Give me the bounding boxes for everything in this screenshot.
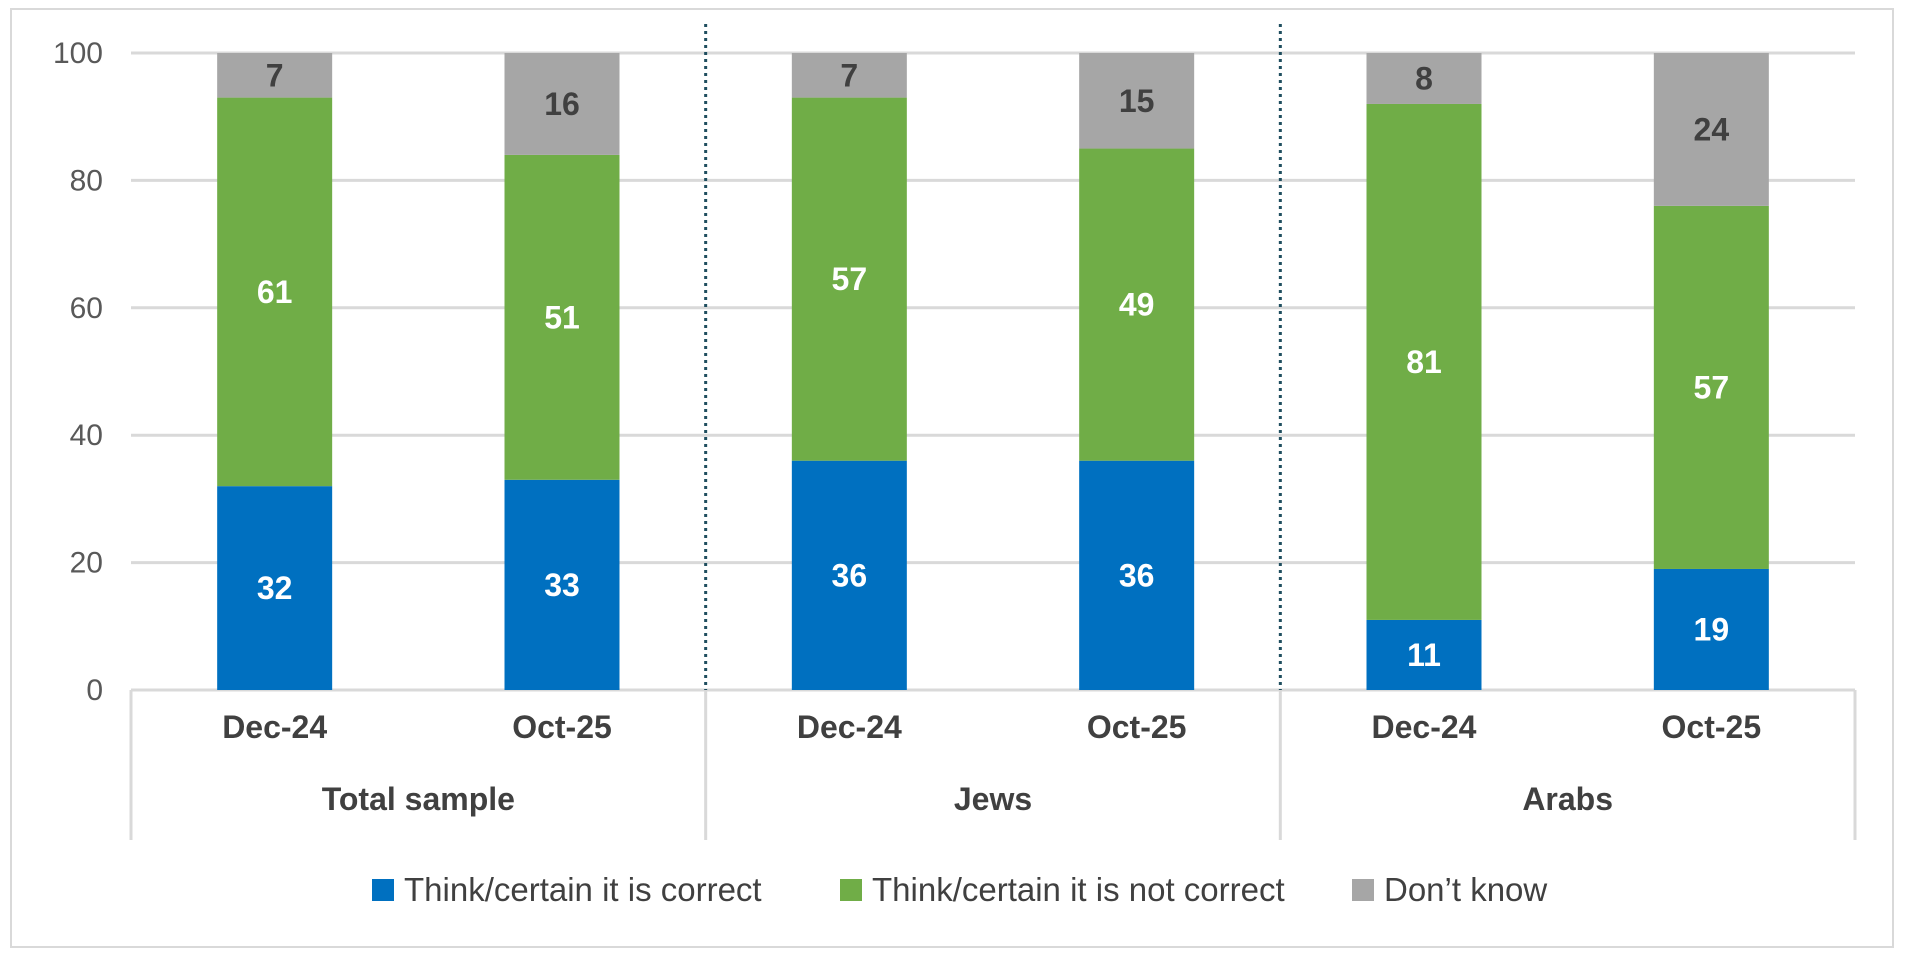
bar-segment (1366, 53, 1482, 104)
bar-segment (1653, 53, 1769, 206)
group-label: Jews (954, 781, 1032, 817)
bar-segment (504, 479, 620, 690)
bar-segment (791, 97, 907, 461)
data-label: 19 (1694, 611, 1730, 647)
chart-frame: 0 20 40 60 80 100 32 61 7 Dec-24 33 51 16 Oct-25 36 57 7… (10, 8, 1894, 948)
bar-segment (504, 53, 620, 155)
category-label: Dec-24 (1372, 709, 1477, 745)
bar-segment (791, 53, 907, 98)
stacked-bar-chart: 0 20 40 60 80 100 32 61 7 Dec-24 33 51 16 Oct-25 36 57 7… (53, 24, 1857, 908)
y-tick-label: 60 (70, 292, 103, 325)
legend-swatch (372, 879, 394, 901)
data-label: 11 (1407, 637, 1441, 673)
legend-label: Think/certain it is not correct (872, 871, 1285, 908)
data-label: 7 (840, 57, 858, 93)
y-tick-label: 80 (70, 164, 103, 197)
bar-segment (1653, 205, 1769, 569)
data-label: 32 (257, 570, 293, 606)
data-label: 36 (832, 557, 868, 593)
data-label: 15 (1119, 83, 1155, 119)
bar-segment (1079, 53, 1195, 149)
bar-segment (1366, 619, 1482, 690)
data-label: 51 (544, 299, 580, 335)
category-label: Oct-25 (1087, 709, 1187, 745)
data-label: 81 (1406, 344, 1442, 380)
y-tick-label: 100 (53, 37, 103, 70)
category-label: Oct-25 (512, 709, 612, 745)
bar-segment (504, 154, 620, 480)
y-tick-label: 0 (86, 674, 103, 707)
data-label: 49 (1119, 287, 1155, 323)
group-label: Arabs (1522, 781, 1613, 817)
category-label: Dec-24 (222, 709, 327, 745)
data-label: 7 (266, 57, 284, 93)
data-label: 57 (832, 261, 868, 297)
data-label: 16 (544, 86, 580, 122)
bar-segment (217, 97, 333, 487)
category-label: Oct-25 (1662, 709, 1762, 745)
data-label: 24 (1694, 111, 1730, 147)
y-tick-label: 20 (70, 547, 103, 580)
bar-segment (217, 53, 333, 98)
bar-segment (217, 486, 333, 690)
bar-segment (1079, 460, 1195, 690)
legend-label: Don’t know (1384, 871, 1547, 908)
legend-swatch (1352, 879, 1374, 901)
data-label: 57 (1694, 369, 1730, 405)
legend-swatch (840, 879, 862, 901)
data-label: 8 (1415, 60, 1433, 96)
bar-segment (791, 460, 907, 690)
legend-label: Think/certain it is correct (404, 871, 762, 908)
data-label: 33 (544, 567, 580, 603)
group-label: Total sample (322, 781, 515, 817)
y-tick-label: 40 (70, 419, 103, 452)
bar-segment (1366, 103, 1482, 620)
bar-segment (1079, 148, 1195, 461)
category-label: Dec-24 (797, 709, 902, 745)
data-label: 61 (257, 274, 293, 310)
data-label: 36 (1119, 557, 1155, 593)
bar-segment (1653, 568, 1769, 690)
